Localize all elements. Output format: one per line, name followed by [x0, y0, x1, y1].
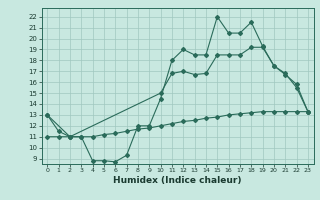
X-axis label: Humidex (Indice chaleur): Humidex (Indice chaleur)	[113, 176, 242, 185]
